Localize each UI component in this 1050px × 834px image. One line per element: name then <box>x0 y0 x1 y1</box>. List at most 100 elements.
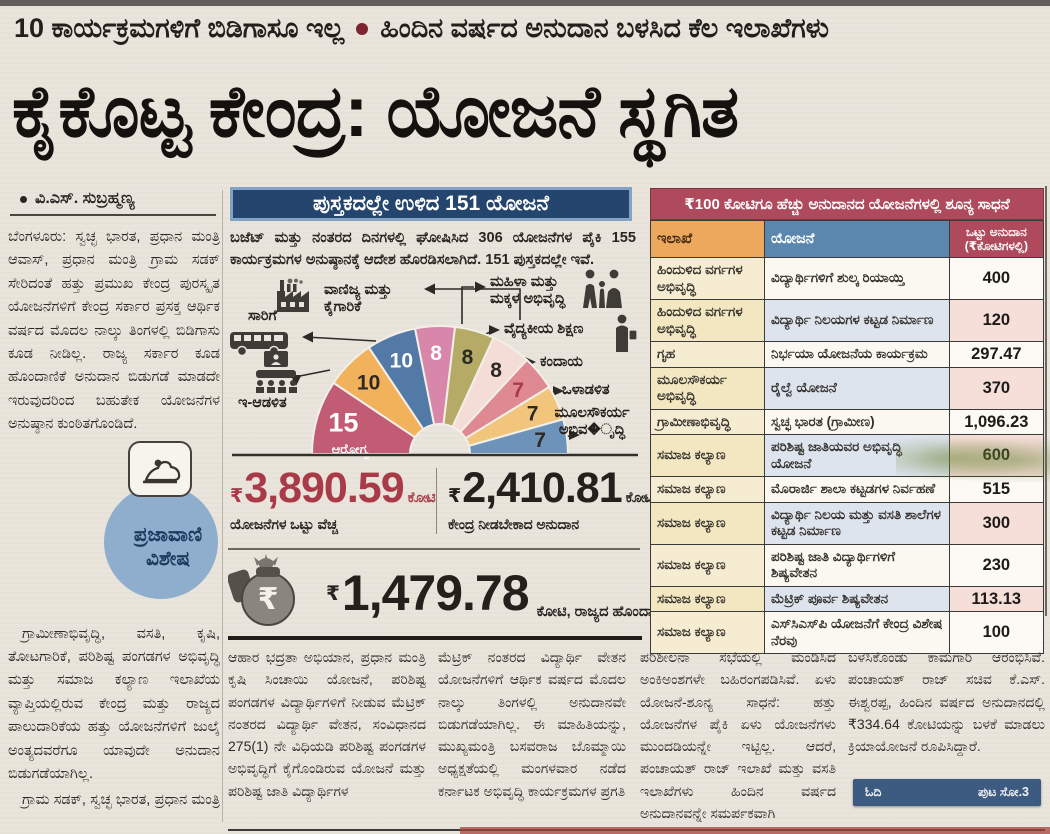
schemes-semi-donut-chart: 15 ಆರೋಗ್ಯ 10 10 8 8 8 7 7 7 ವಾಣಿಜ್ಯ ಮತ್ತು ಕೈಗಾರಿಕ… <box>228 269 642 464</box>
bottom-column-3: ಪರಿಶೀಲನಾ ಸಭೆಯಲ್ಲಿ ಮಂಡಿಸಿದ ಅಂಕಿಅಂಶಗಳೇ ಬಹಿ… <box>640 649 836 822</box>
scheme-cell: ವಿದ್ಯಾರ್ಥಿ ನಿಲಯಗಳ ಕಟ್ಟಡ ನಿರ್ಮಾಣ <box>763 299 950 342</box>
figure-divider <box>436 468 437 534</box>
column-header-grant: ಒಟ್ಟು ಅನುದಾನ (₹ಕೋಟಿಗಳಲ್ಲಿ) <box>948 220 1045 258</box>
figure-unit: ಕೋಟಿ <box>625 489 654 505</box>
segment-value-label: 10 <box>357 372 380 395</box>
table-title: ₹100 ಕೋಟಿಗೂ ಹೆಚ್ಚು ಅನುದಾನದ ಯೋಜನೆಗಳಲ್ಲಿ ಶ… <box>650 188 1044 220</box>
byline-rule <box>10 214 216 216</box>
infographic-divider-rule <box>228 548 640 550</box>
column-header-department: ಇಲಾಖೆ <box>650 220 765 258</box>
figure-value: 2,410.81 <box>462 464 622 512</box>
callout-infrastructure: ಮೂಲಸೌಕರ್ಯ ಅಭಿವ�ೃದ್ಧಿ <box>554 405 630 438</box>
amount-cell: 100 <box>948 611 1045 654</box>
jump-label: ಓದಿ <box>865 785 882 799</box>
callout-e-governance: ಇ-ಆಡಳಿತ <box>238 395 287 411</box>
callout-home-dept: ಒಳಾಡಳಿತ <box>562 382 610 398</box>
department-cell: ಸಮಾಜ ಕಲ್ಯಾಣ <box>650 611 765 654</box>
callout-women-child: ಮಹಿಳಾ ಮತ್ತು ಮಕ್ಕಳ ಅಭಿವೃದ್ಧಿ <box>490 274 566 307</box>
scheme-cell: ವಿದ್ಯಾರ್ಥಿ ನಿಲಯ ಮತ್ತು ವಸತಿ ಶಾಲೆಗಳ ಕಟ್ಟಡ … <box>763 501 950 545</box>
table-row: ಹಿಂದುಳಿದ ವರ್ಗಗಳ ಅಭಿವೃದ್ಧಿ ವಿದ್ಯಾರ್ಥಿಗಳಿಗೆ… <box>650 257 1045 300</box>
table-row: ಗ್ರಾಮೀಣಾಭಿವೃದ್ಧಿ ಸ್ವಚ್ಛ ಭಾರತ (ಗ್ರಾಮೀಣ) 1,0… <box>650 408 1045 435</box>
bottom-column-2: ಮೆಟ್ರಿಕ್ ನಂತರದ ವಿದ್ಯಾರ್ಥಿ ವೇತನ ಯೋಜನೆಗಳಿಗ… <box>438 649 626 799</box>
segment-value-label: 8 <box>430 342 442 365</box>
rupee-symbol: ₹ <box>448 486 461 507</box>
table-row: ಮೂಲಸೌಕರ್ಯ ಅಭಿವೃದ್ಧಿ ರೈಲ್ವೆ ಯೋಜನೆ 370 <box>650 366 1045 410</box>
callout-medical-education: ವೈದ್ಯಕೀಯ ಶಿಕ್ಷಣ <box>504 321 584 337</box>
donut-segment <box>310 381 417 455</box>
scan-edge-strip <box>0 0 1050 6</box>
kicker-left: 10 ಕಾರ್ಯಕ್ರಮಗಳಿಗೆ ಬಿಡಿಗಾಸೂ ಇಲ್ಲ <box>14 13 345 43</box>
department-cell: ಸಮಾಜ ಕಲ್ಯಾಣ <box>650 434 765 477</box>
amount-cell: 300 <box>948 501 1045 545</box>
central-grant-figure: ₹2,410.81 ಕೋಟಿ ಕೇಂದ್ರ ನೀಡಬೇಕಾದ ಅನುದಾನ <box>448 464 654 544</box>
department-cell: ಹಿಂದುಳಿದ ವರ್ಗಗಳ ಅಭಿವೃದ್ಧಿ <box>650 299 765 342</box>
badge-line1: ಪ್ರಜಾವಾಣಿ <box>133 523 203 546</box>
department-cell: ಮೂಲಸೌಕರ್ಯ ಅಭಿವೃದ್ಧಿ <box>650 366 765 410</box>
rupee-symbol: ₹ <box>230 486 243 507</box>
amount-cell: 120 <box>948 299 1045 342</box>
money-bag-icon: ₹ <box>227 553 320 634</box>
amount-cell: 600 <box>948 434 1045 477</box>
jump-page: ಪುಟ ಸೋ.3 <box>978 785 1029 799</box>
table-row: ಗೃಹ ನಿರ್ಭಯಾ ಯೋಜನೆಯ ಕಾರ್ಯಕ್ರಮ 297.47 <box>650 341 1045 368</box>
scheme-cell: ಮೊರಾರ್ಜಿ ಶಾಲಾ ಕಟ್ಟಡಗಳ ನಿರ್ವಹಣೆ <box>763 476 950 503</box>
prajavani-logo-icon <box>128 440 192 497</box>
segment-value-label: 7 <box>512 379 524 402</box>
department-cell: ಸಮಾಜ ಕಲ್ಯಾಣ <box>650 585 765 612</box>
prajavani-badge: ಪ್ರಜಾವಾಣಿ ವಿಶೇಷ <box>102 440 220 619</box>
headline: ಕೈಕೊಟ್ಟ ಕೇಂದ್ರ: ಯೋಜನೆ ಸ್ಥಗಿತ <box>12 72 739 152</box>
scheme-cell: ಪರಿಶಿಷ್ಟ ಜಾತಿಯವರ ಅಭಿವೃದ್ಧಿ ಯೋಜನೆ <box>763 434 950 477</box>
byline-name: ವಿ.ಎಸ್. ಸುಬ್ರಹ್ಮಣ್ಯ <box>35 190 135 207</box>
kicker-bullet-dot <box>356 23 369 35</box>
figure-caption: ಕೇಂದ್ರ ನೀಡಬೇಕಾದ ಅನುದಾನ <box>448 517 580 532</box>
grants-table: ಇಲಾಖೆ ಯೋಜನೆ ಒಟ್ಟು ಅನುದಾನ (₹ಕೋಟಿಗಳಲ್ಲಿ) ಹ… <box>650 220 1045 654</box>
column-header-scheme: ಯೋಜನೆ <box>763 220 950 258</box>
table-header-row: ಇಲಾಖೆ ಯೋಜನೆ ಒಟ್ಟು ಅನುದಾನ (₹ಕೋಟಿಗಳಲ್ಲಿ) <box>650 220 1045 258</box>
segment-value-label: 8 <box>490 359 502 382</box>
figure-unit: ಕೋಟಿ <box>407 489 436 505</box>
amount-cell: 297.47 <box>948 341 1045 368</box>
department-cell: ಹಿಂದುಳಿದ ವರ್ಗಗಳ ಅಭಿವೃದ್ಧಿ <box>650 257 765 300</box>
figure-value: 3,890.59 <box>244 464 404 512</box>
segment-value-label: 10 <box>390 350 413 373</box>
figure-value: 1,479.78 <box>341 565 530 621</box>
column-divider <box>222 190 223 822</box>
segment-value-label: 7 <box>527 403 539 426</box>
scan-artifact-right-line <box>1045 186 1047 616</box>
scheme-cell: ಸ್ವಚ್ಛ ಭಾರತ (ಗ್ರಾಮೀಣ) <box>763 408 950 435</box>
body-paragraph: ಪ್ರಜಾವಾಣಿ ವಿಶೇಷ ಗ್ರಾಮೀಣಾಭಿವೃದ್ಧಿ, ವಸತಿ, … <box>8 439 220 787</box>
total-cost-figure: ₹3,890.59 ಕೋಟಿ ಯೋಜನೆಗಳ ಒಟ್ಟು ವೆಚ್ಚ <box>230 464 436 544</box>
amount-cell: 400 <box>948 257 1045 300</box>
left-column: ವಿ.ಎಸ್. ಸುಬ್ರಹ್ಮಣ್ಯ ಬೆಂಗಳೂರು: ಸ್ವಚ್ಛ ಭಾರ… <box>8 188 220 816</box>
kicker: 10 ಕಾರ್ಯಕ್ರಮಗಳಿಗೆ ಬಿಡಿಗಾಸೂ ಇಲ್ಲ ಹಿಂದಿನ ವ… <box>14 13 1034 45</box>
badge-circle: ಪ್ರಜಾವಾಣಿ ವಿಶೇಷ <box>104 484 218 599</box>
table-row: ಸಮಾಜ ಕಲ್ಯಾಣ ಮೆಟ್ರಿಕ್ ಪೂರ್ವ ಶಿಷ್ಯವೇತನ 113.1… <box>650 585 1045 612</box>
scheme-cell: ರೈಲ್ವೆ ಯೋಜನೆ <box>763 366 950 410</box>
department-cell: ಗೃಹ <box>650 341 765 368</box>
byline: ವಿ.ಎಸ್. ಸುಬ್ರಹ್ಮಣ್ಯ <box>8 188 220 214</box>
segment-name-label: ಆರೋಗ್ಯ <box>332 442 370 460</box>
figure-caption: ಯೋಜನೆಗಳ ಒಟ್ಟು ವೆಚ್ಚ <box>230 517 338 532</box>
table-row: ಸಮಾಜ ಕಲ್ಯಾಣ ಪರಿಶಿಷ್ಟ ಜಾತಿಯವರ ಅಭಿವೃದ್ಧಿ ಯೋ… <box>650 434 1045 477</box>
bottom-column-1: ಆಹಾರ ಭದ್ರತಾ ಅಭಿಯಾನ, ಪ್ರಧಾನ ಮಂತ್ರಿ ಕೃಷಿ ಸ… <box>228 649 426 799</box>
continued-on-page-bar: ಓದಿ ಪುಟ ಸೋ.3 <box>853 779 1041 806</box>
amount-cell: 1,096.23 <box>948 408 1045 435</box>
callout-revenue: ಕಂದಾಯ <box>540 354 583 370</box>
segment-value-label: 15 <box>328 408 358 438</box>
body-paragraph: ಬೆಂಗಳೂರು: ಸ್ವಚ್ಛ ಭಾರತ, ಪ್ರಧಾನ ಮಂತ್ರಿ ಆವಾ… <box>8 229 220 433</box>
segment-value-label: 7 <box>534 429 546 452</box>
kicker-right: ಹಿಂದಿನ ವರ್ಷದ ಅನುದಾನ ಬಳಸಿದ ಕೆಲ ಇಲಾಖೆಗಳು <box>380 13 829 43</box>
department-cell: ಗ್ರಾಮೀಣಾಭಿವೃದ್ಧಿ <box>650 408 765 435</box>
table-row: ಸಮಾಜ ಕಲ್ಯಾಣ ವಿದ್ಯಾರ್ಥಿ ನಿಲಯ ಮತ್ತು ವಸತಿ ಶಾ… <box>650 501 1045 545</box>
scheme-cell: ಪರಿಶಿಷ್ಟ ಜಾತಿ ವಿದ್ಯಾರ್ಥಿಗಳಿಗೆ ಶಿಷ್ಯವೇತನ <box>763 543 950 587</box>
segment-value-label: 8 <box>462 346 474 369</box>
body-paragraph-text: ಗ್ರಾಮೀಣಾಭಿವೃದ್ಧಿ, ವಸತಿ, ಕೃಷಿ, ತೋಟಗಾರಿಕೆ,… <box>8 625 220 783</box>
state-matching-grant-figure: ₹ ₹ 1,479.78 ಕೋಟಿ, ರಾಜ್ಯದ ಹೊಂದಾಣಿಕೆ ಅನುದ… <box>227 553 720 634</box>
callout-transport: ಸಾರಿಗೆ <box>248 308 277 324</box>
infographic-intro: ಬಜೆಟ್ ಮತ್ತು ನಂತರದ ದಿನಗಳಲ್ಲಿ ಘೋಷಿಸಿದ 306 … <box>230 230 636 268</box>
table-row: ಹಿಂದುಳಿದ ವರ್ಗಗಳ ಅಭಿವೃದ್ಧಿ ವಿದ್ಯಾರ್ಥಿ ನಿಲಯ… <box>650 299 1045 342</box>
amount-cell: 515 <box>948 476 1045 503</box>
